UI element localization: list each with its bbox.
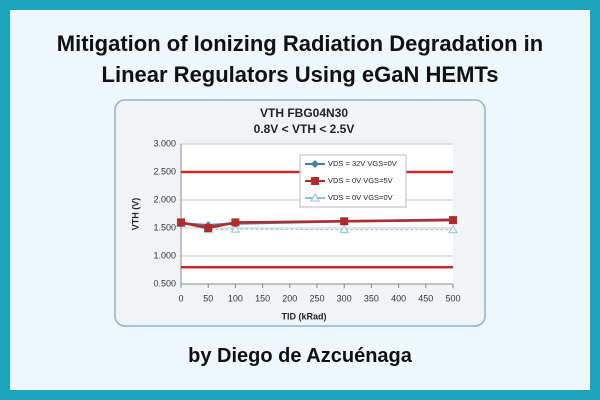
title: Linear Regulators Using eGaN HEMTs — [101, 62, 499, 87]
marker — [311, 177, 319, 185]
marker — [177, 218, 185, 227]
y-tick-label: 0.500 — [153, 278, 176, 288]
chart-subtitle: 0.8V < VTH < 2.5V — [254, 122, 355, 136]
x-tick-label: 500 — [445, 293, 460, 303]
legend-label: VDS = 32V VGS=0V — [328, 159, 397, 168]
x-axis-label: TID (kRad) — [282, 311, 327, 321]
byline: by Diego de Azcuénaga — [188, 345, 412, 367]
marker — [204, 224, 213, 232]
marker — [230, 224, 241, 233]
x-tick-label: 450 — [418, 293, 433, 303]
x-tick-label: 250 — [309, 293, 324, 303]
marker — [448, 224, 458, 234]
legend-label: VDS = 0V VGS=0V — [328, 193, 393, 202]
marker — [231, 218, 240, 227]
y-tick-label: 2.500 — [153, 166, 176, 176]
marker — [310, 192, 320, 202]
y-tick-label: 1.000 — [153, 250, 176, 260]
y-tick-label: 2.000 — [153, 194, 176, 204]
x-tick-label: 50 — [203, 293, 213, 303]
chart-title: VTH FBG04N30 — [260, 106, 348, 120]
y-axis-label: VTH (V) — [130, 198, 140, 231]
legend-label: VDS = 0V VGS=5V — [328, 176, 393, 185]
y-tick-label: 1.500 — [153, 222, 176, 232]
x-tick-label: 200 — [282, 293, 297, 303]
marker — [311, 160, 319, 168]
x-tick-label: 350 — [364, 293, 379, 303]
x-tick-label: 100 — [228, 293, 243, 303]
marker — [340, 217, 349, 226]
x-tick-label: 300 — [337, 293, 352, 303]
marker — [449, 216, 457, 225]
y-tick-label: 3.000 — [153, 138, 176, 148]
title: Mitigation of Ionizing Radiation Degrada… — [56, 31, 544, 56]
marker — [339, 224, 350, 234]
x-tick-label: 400 — [391, 293, 406, 303]
chart: VTH FBG04N30 0.8V < VTH < 2.5V TID (kRad… — [114, 99, 486, 327]
x-tick-label: 0 — [178, 293, 183, 303]
x-tick-label: 150 — [255, 293, 270, 303]
